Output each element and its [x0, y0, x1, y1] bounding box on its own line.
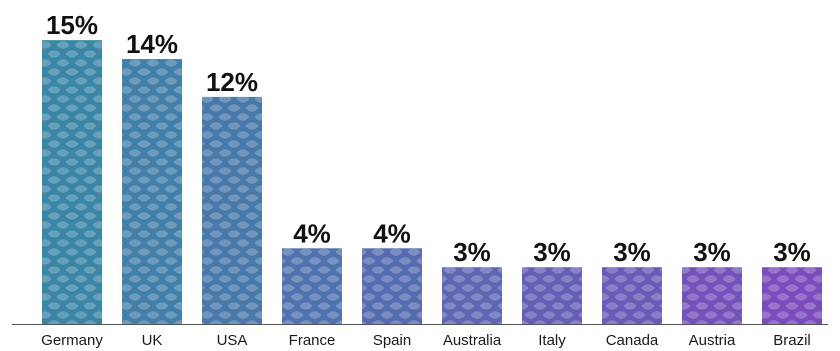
category-label-italy: Italy [538, 332, 566, 349]
value-label-canada: 3% [613, 237, 651, 267]
value-label-australia: 3% [453, 237, 491, 267]
category-label-australia: Australia [443, 332, 502, 349]
value-label-germany: 15% [46, 10, 98, 40]
category-label-brazil: Brazil [773, 332, 811, 349]
category-labels-group: Germany UK USA France Spain Australia Italy Can… [41, 332, 811, 349]
category-label-france: France [289, 332, 336, 349]
bar-texture-canada [602, 267, 662, 324]
bar-texture-australia [442, 267, 502, 324]
bar-texture-austria [682, 267, 742, 324]
value-labels-group: 15% 14% 12% 4% 4% 3% 3% 3% 3% 3% [46, 10, 811, 267]
value-label-france: 4% [293, 218, 331, 248]
bar-texture-italy [522, 267, 582, 324]
value-label-italy: 3% [533, 237, 571, 267]
category-label-spain: Spain [373, 332, 411, 349]
value-label-spain: 4% [373, 218, 411, 248]
bar-texture-brazil [762, 267, 822, 324]
bar-texture-usa [202, 96, 262, 324]
bar-texture-spain [362, 248, 422, 324]
bar-texture-france [282, 248, 342, 324]
category-label-usa: USA [217, 332, 248, 349]
value-label-uk: 14% [126, 29, 178, 59]
value-label-austria: 3% [693, 237, 731, 267]
category-label-canada: Canada [606, 332, 659, 349]
category-label-uk: UK [142, 332, 163, 349]
bar-texture-uk [122, 59, 182, 324]
category-label-germany: Germany [41, 332, 103, 349]
value-label-brazil: 3% [773, 237, 811, 267]
value-label-usa: 12% [206, 67, 258, 97]
bars-group [42, 40, 822, 324]
category-label-austria: Austria [689, 332, 736, 349]
bar-texture-germany [42, 40, 102, 324]
